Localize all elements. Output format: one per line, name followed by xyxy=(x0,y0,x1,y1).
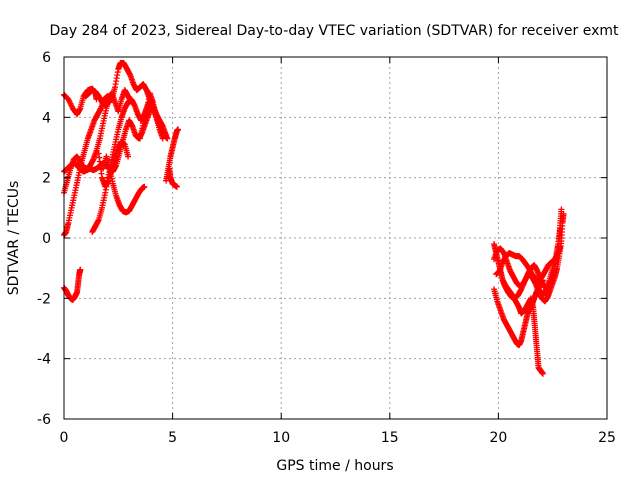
x-tick-label: 5 xyxy=(168,430,177,446)
data-points xyxy=(61,60,567,377)
y-tick-label: 2 xyxy=(42,171,51,187)
data-point xyxy=(173,183,180,190)
x-tick-label: 25 xyxy=(598,430,616,446)
x-axis-label: GPS time / hours xyxy=(276,458,393,474)
series-track-d xyxy=(61,93,113,238)
x-tick-label: 0 xyxy=(60,430,69,446)
data-point xyxy=(539,370,546,377)
data-point xyxy=(141,183,148,190)
y-axis-label: SDTVAR / TECUs xyxy=(6,181,22,296)
chart-title: Day 284 of 2023, Sidereal Day-to-day VTE… xyxy=(50,23,620,39)
y-tick-label: -2 xyxy=(37,291,51,307)
data-point xyxy=(77,266,84,273)
y-tick-label: 6 xyxy=(42,50,51,66)
y-tick-label: 0 xyxy=(42,231,51,247)
data-point xyxy=(159,135,166,142)
series-track-r xyxy=(529,210,567,305)
data-point xyxy=(560,210,567,217)
x-tick-label: 10 xyxy=(272,430,290,446)
series-track-o xyxy=(493,244,564,284)
series-track-l xyxy=(61,266,84,303)
data-point xyxy=(558,206,565,213)
series-track-k xyxy=(166,165,180,190)
axis-ticks xyxy=(63,56,608,420)
data-point xyxy=(175,126,182,133)
tick-labels: 0 5 10 15 20 25 -6 -4 -2 0 2 4 6 xyxy=(37,50,616,446)
series-track-i xyxy=(137,90,166,142)
y-tick-label: 4 xyxy=(42,110,51,126)
series-track-q xyxy=(499,277,546,377)
x-tick-label: 15 xyxy=(381,430,399,446)
data-point xyxy=(125,153,132,160)
data-point xyxy=(539,277,546,284)
grid-lines xyxy=(64,57,607,419)
y-tick-label: -6 xyxy=(37,412,51,428)
y-tick-label: -4 xyxy=(37,352,51,368)
series-track-h xyxy=(100,153,148,216)
series-track-j xyxy=(163,126,182,184)
x-tick-label: 20 xyxy=(489,430,507,446)
